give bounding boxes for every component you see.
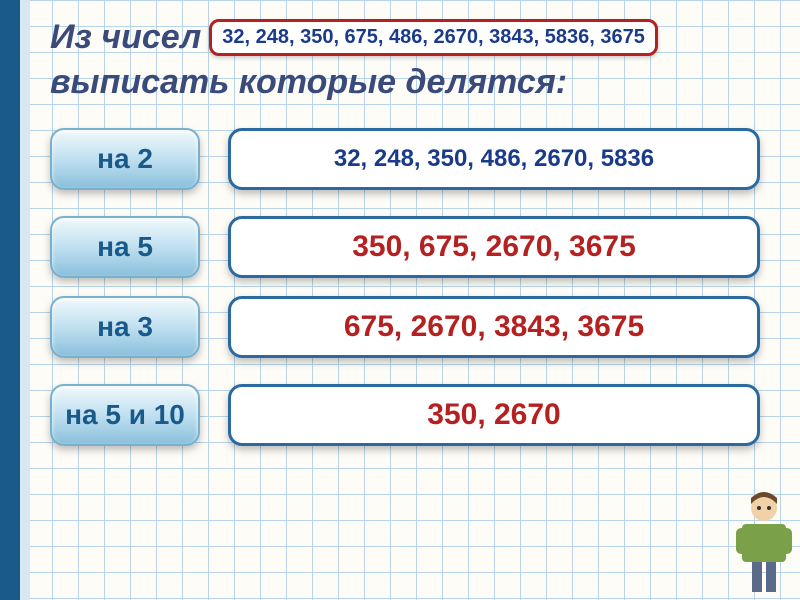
row-div-5: на 5 350, 675, 2670, 3675 xyxy=(50,216,760,278)
title-prefix: Из чисел xyxy=(50,18,201,57)
row-div-3: на 3 675, 2670, 3843, 3675 xyxy=(50,296,760,358)
student-figure-icon xyxy=(734,484,794,594)
answer-box-2: 32, 248, 350, 486, 2670, 5836 xyxy=(228,128,760,190)
label-pill-5: на 5 xyxy=(50,216,200,278)
row-div-2: на 2 32, 248, 350, 486, 2670, 5836 xyxy=(50,128,760,190)
answer-box-3: 675, 2670, 3843, 3675 xyxy=(228,296,760,358)
answer-text-5-10: 350, 2670 xyxy=(427,398,560,432)
label-pill-3: на 3 xyxy=(50,296,200,358)
title-line-2: выписать которые делятся: xyxy=(50,63,760,102)
answer-text-3: 675, 2670, 3843, 3675 xyxy=(344,310,644,344)
answer-text-2: 32, 248, 350, 486, 2670, 5836 xyxy=(334,145,654,173)
answer-box-5: 350, 675, 2670, 3675 xyxy=(228,216,760,278)
label-pill-5-10: на 5 и 10 xyxy=(50,384,200,446)
numbers-list-box: 32, 248, 350, 675, 486, 2670, 3843, 5836… xyxy=(209,19,658,56)
row-div-5-10: на 5 и 10 350, 2670 xyxy=(50,384,760,446)
answer-box-5-10: 350, 2670 xyxy=(228,384,760,446)
label-pill-2: на 2 xyxy=(50,128,200,190)
content-area: Из чисел 32, 248, 350, 675, 486, 2670, 3… xyxy=(0,0,800,446)
title-line-1: Из чисел 32, 248, 350, 675, 486, 2670, 3… xyxy=(50,18,760,57)
answer-text-5: 350, 675, 2670, 3675 xyxy=(352,230,636,264)
